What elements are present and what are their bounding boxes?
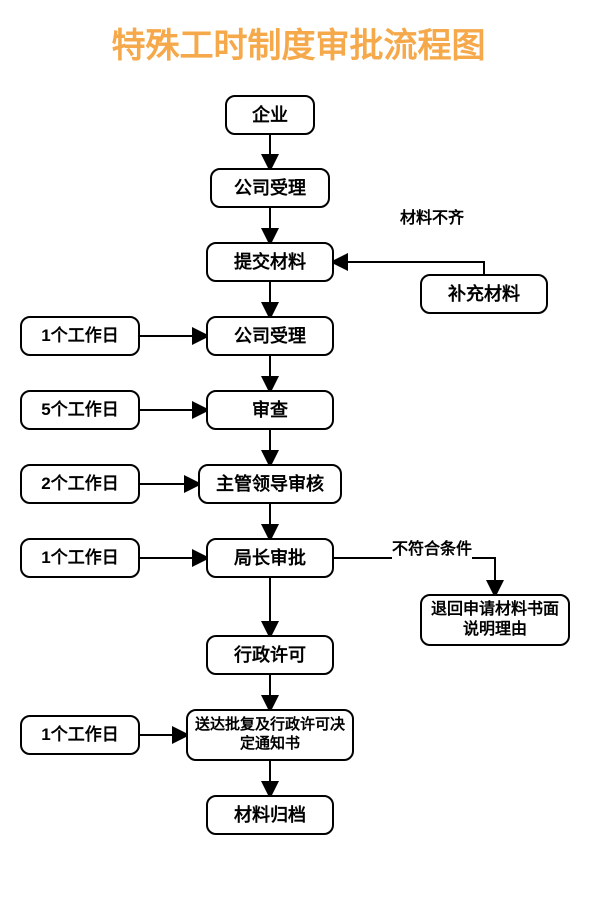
- flow-node-n7: 局长审批: [206, 538, 334, 578]
- flow-node-n9: 送达批复及行政许可决定通知书: [186, 709, 354, 761]
- edge-label: 材料不齐: [400, 204, 464, 228]
- flow-node-n4: 公司受理: [206, 316, 334, 356]
- flow-node-n5: 审查: [206, 390, 334, 430]
- flow-node-n3: 提交材料: [206, 242, 334, 282]
- flow-node-s7: 1个工作日: [20, 538, 140, 578]
- flow-node-r2: 退回申请材料书面说明理由: [420, 594, 570, 646]
- page-title: 特殊工时制度审批流程图: [0, 18, 597, 67]
- edge-label: 不符合条件: [392, 535, 472, 559]
- flow-node-s6: 2个工作日: [20, 464, 140, 504]
- flow-node-s5: 5个工作日: [20, 390, 140, 430]
- flow-node-s4: 1个工作日: [20, 316, 140, 356]
- flow-node-n8: 行政许可: [206, 635, 334, 675]
- flow-node-n1: 企业: [225, 95, 315, 135]
- flow-node-r1: 补充材料: [420, 274, 548, 314]
- flow-node-n2: 公司受理: [210, 168, 330, 208]
- flow-node-n6: 主管领导审核: [198, 464, 342, 504]
- flow-node-n10: 材料归档: [206, 795, 334, 835]
- flow-node-s9: 1个工作日: [20, 715, 140, 755]
